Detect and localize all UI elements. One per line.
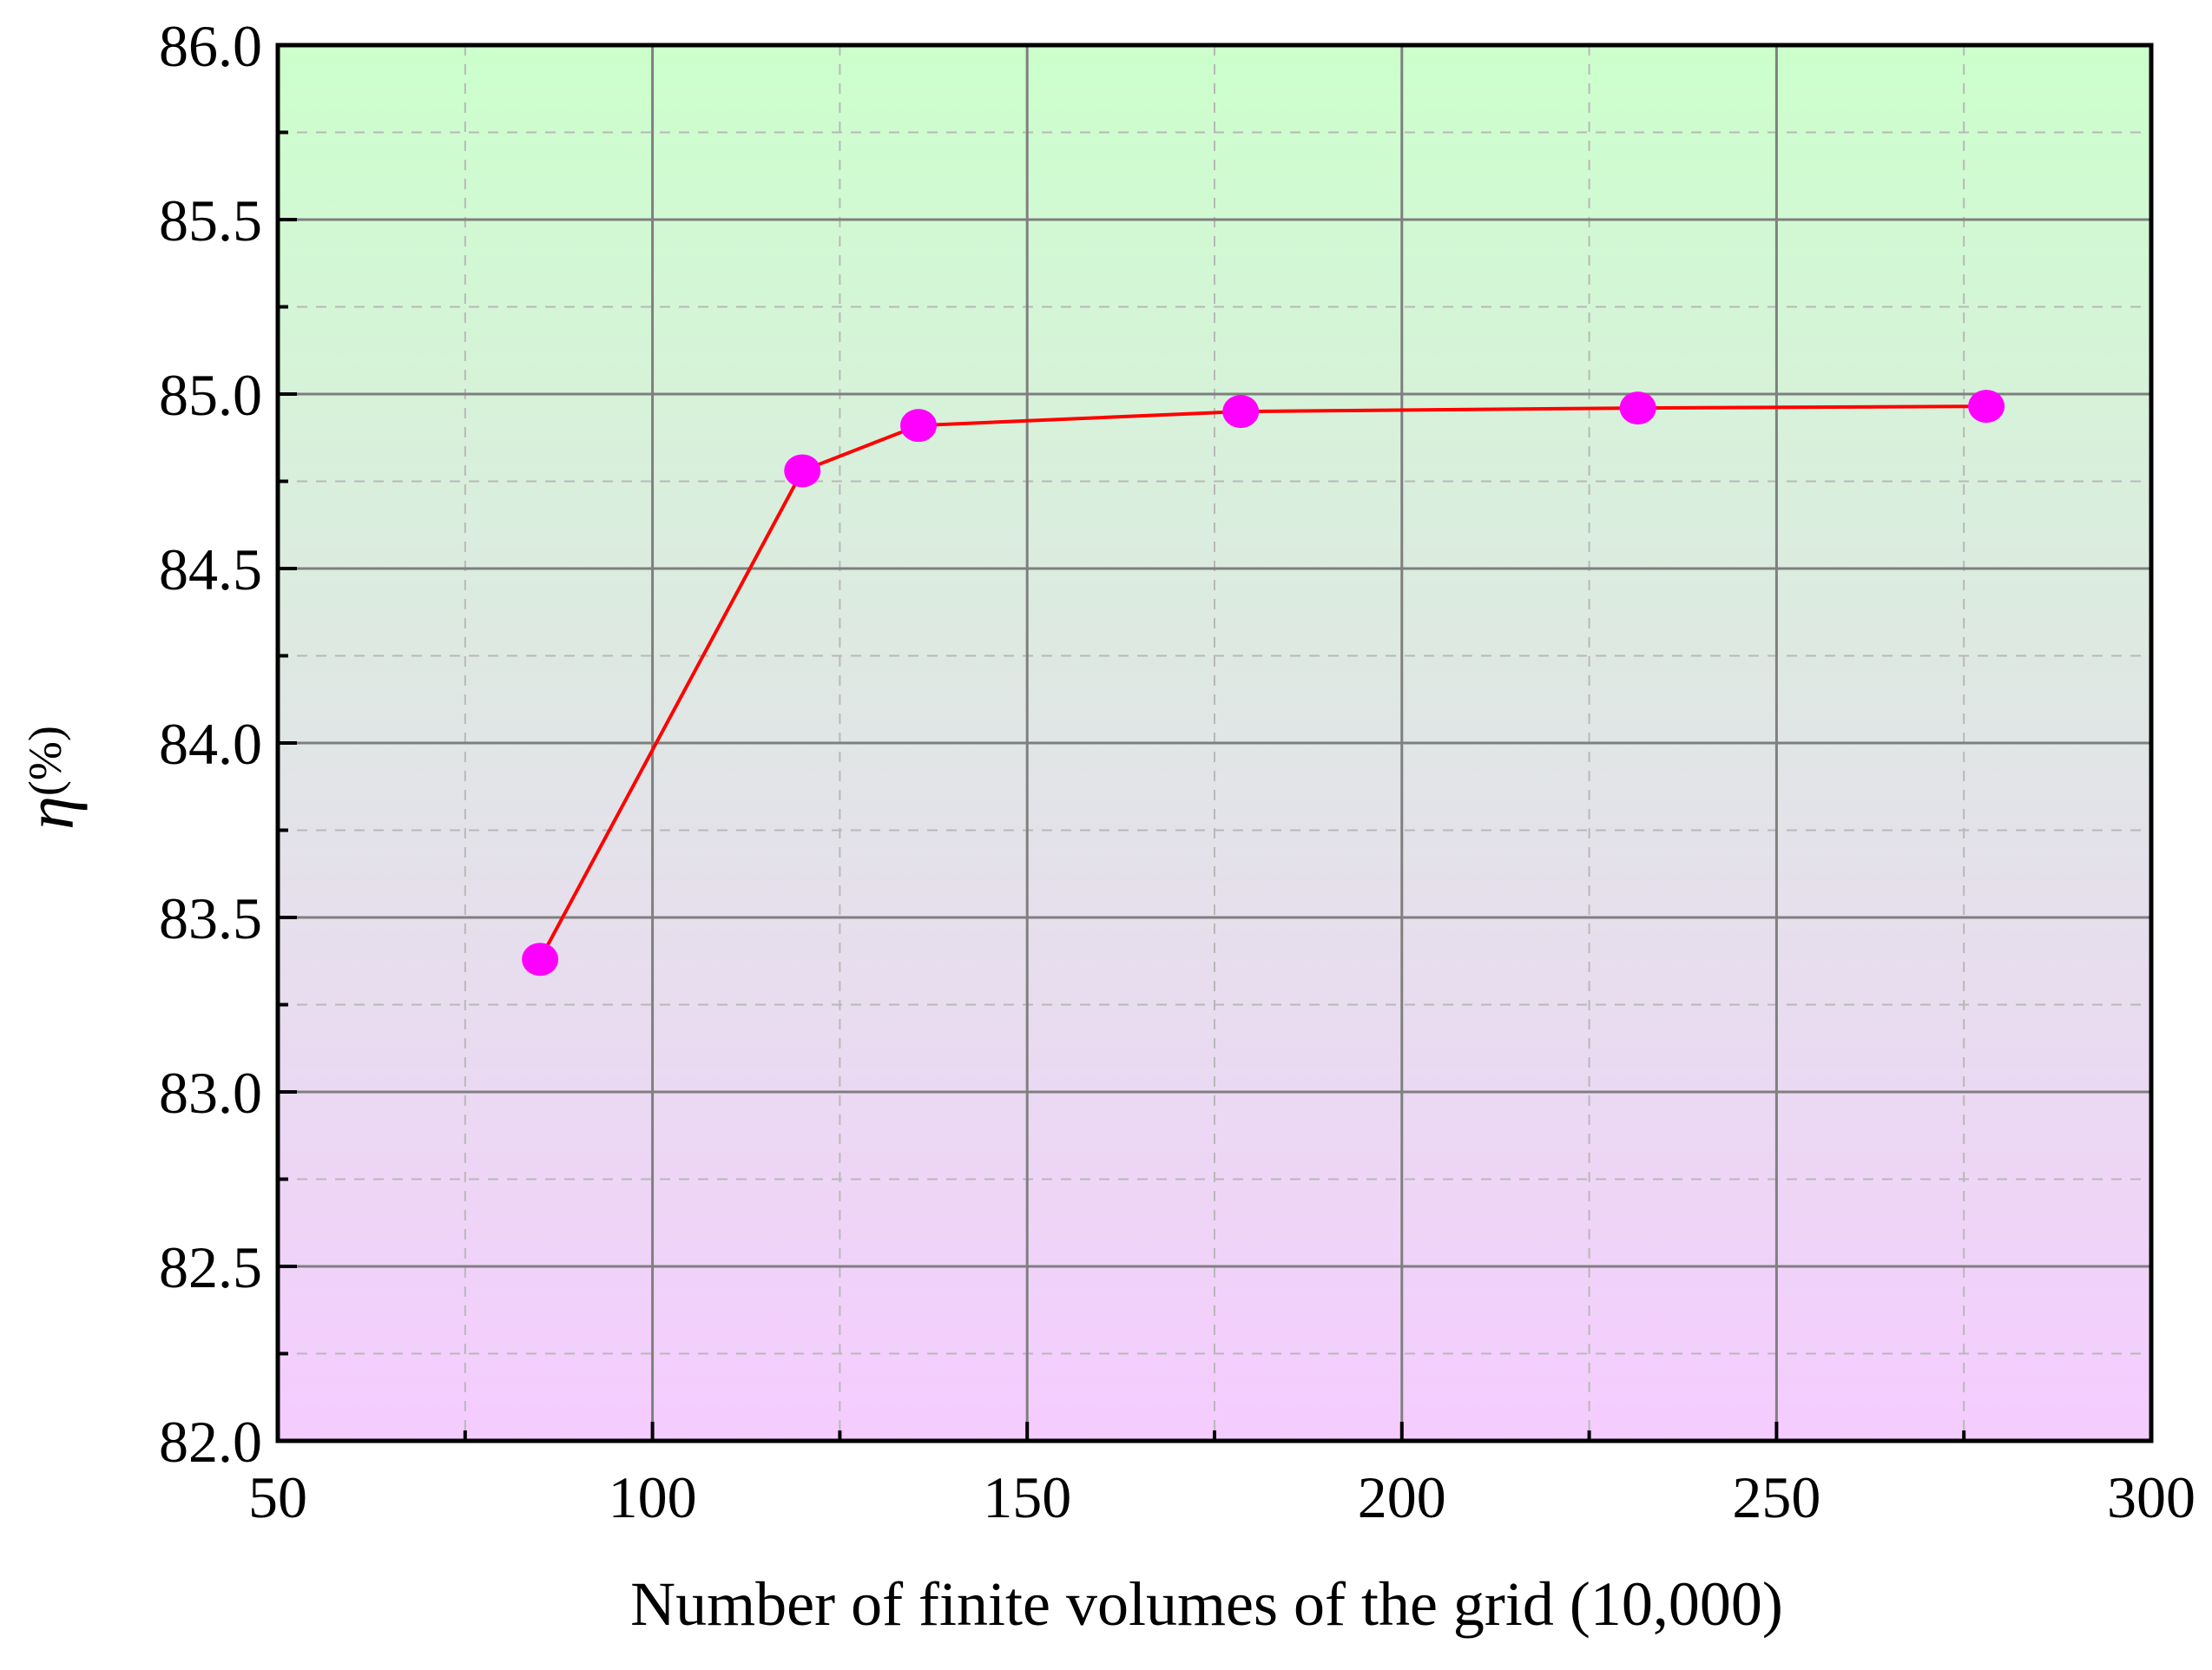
x-tick-label: 300 xyxy=(2107,1464,2196,1530)
y-axis-symbol: η xyxy=(12,796,88,830)
x-tick-label: 50 xyxy=(248,1464,307,1530)
y-tick-label: 83.5 xyxy=(159,885,262,951)
x-tick-label: 200 xyxy=(1358,1464,1446,1530)
x-axis-title: Number of finite volumes of the grid (10… xyxy=(630,1569,1783,1639)
axis-ticks xyxy=(276,43,2153,1443)
data-point xyxy=(900,409,938,443)
y-tick-label: 84.0 xyxy=(159,711,262,777)
data-point xyxy=(784,454,821,488)
y-tick-label: 84.5 xyxy=(159,536,262,602)
y-axis-unit: (%) xyxy=(19,726,71,796)
x-tick-labels: 50 100 150 200 250 300 xyxy=(248,1464,2196,1530)
series-line xyxy=(538,404,1987,961)
data-point xyxy=(1619,391,1656,425)
y-tick-label: 85.0 xyxy=(159,362,262,428)
y-tick-label: 82.5 xyxy=(159,1234,262,1300)
y-tick-labels: 82.0 82.5 83.0 83.5 84.0 84.5 85.0 85.5 86.0 xyxy=(159,13,262,1475)
x-tick-label: 250 xyxy=(1732,1464,1820,1530)
data-series xyxy=(522,390,2005,976)
data-point xyxy=(522,943,559,976)
data-point xyxy=(1968,390,2005,424)
y-tick-label: 82.0 xyxy=(159,1409,262,1475)
y-axis-title: η(%) xyxy=(12,726,88,830)
y-tick-label: 85.5 xyxy=(159,187,262,253)
x-tick-label: 150 xyxy=(983,1464,1071,1530)
data-point xyxy=(1222,395,1260,429)
y-tick-label: 83.0 xyxy=(159,1060,262,1126)
y-tick-label: 86.0 xyxy=(159,13,262,79)
x-tick-label: 100 xyxy=(609,1464,697,1530)
